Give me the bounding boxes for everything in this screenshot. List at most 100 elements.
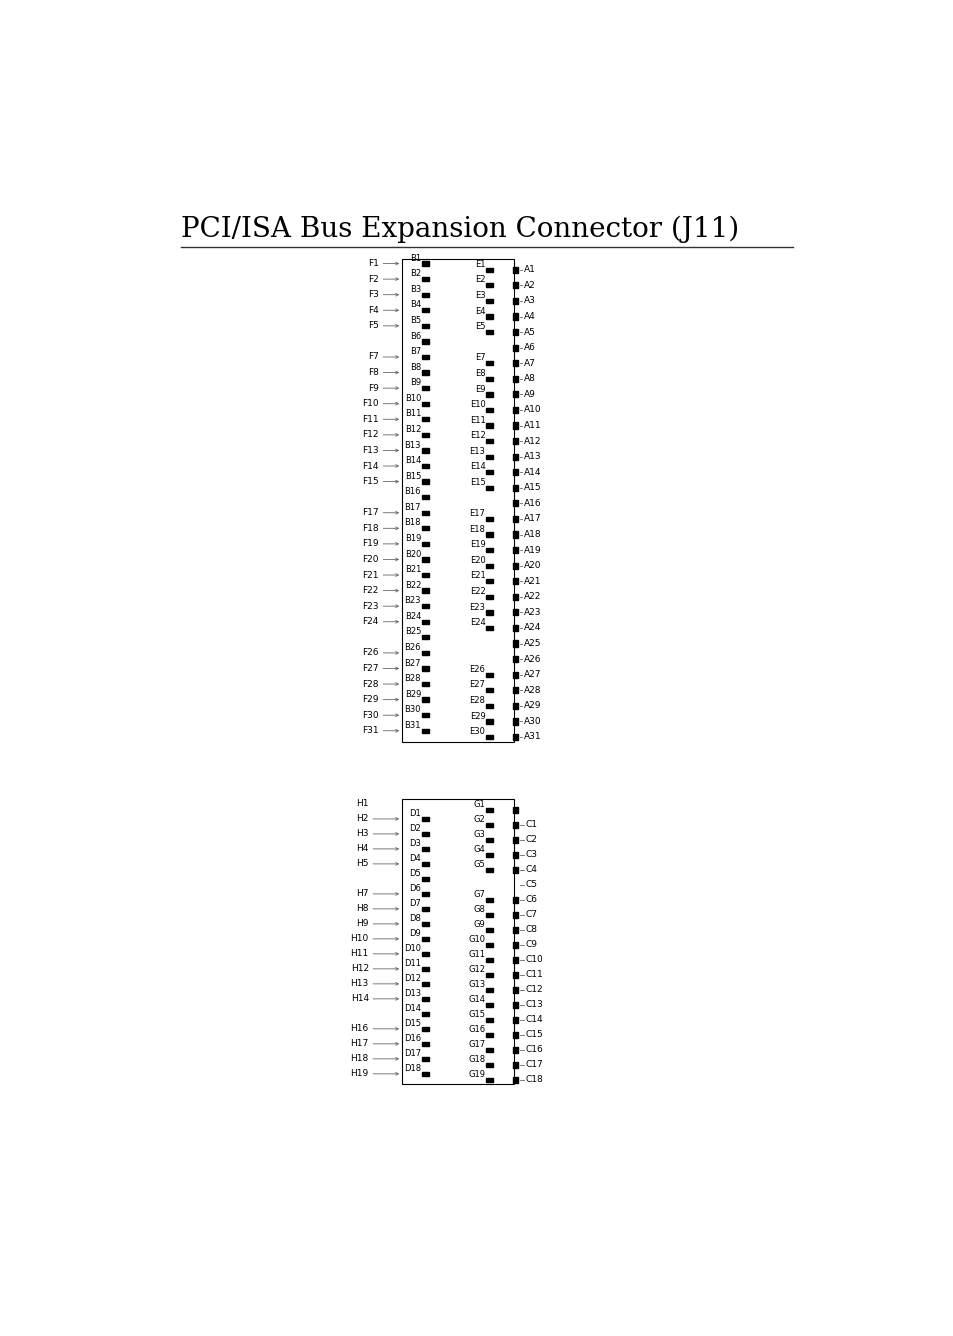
Bar [513, 1062, 517, 1067]
Text: D9: D9 [409, 929, 420, 938]
Bar [513, 546, 517, 553]
Bar [421, 573, 429, 577]
Bar [486, 361, 493, 365]
Bar [421, 526, 429, 530]
Bar [486, 987, 493, 991]
Bar [513, 314, 517, 319]
Bar [421, 862, 429, 866]
Bar [421, 1071, 429, 1075]
Bar [513, 687, 517, 693]
Text: B11: B11 [404, 409, 420, 418]
Text: B19: B19 [404, 534, 420, 542]
Text: B1: B1 [410, 254, 420, 263]
Bar [486, 1003, 493, 1007]
Text: F13: F13 [362, 446, 378, 456]
Bar [421, 464, 429, 468]
Bar [486, 393, 493, 397]
Text: C15: C15 [525, 1030, 542, 1039]
Text: D3: D3 [409, 839, 420, 848]
Bar [421, 323, 429, 329]
Text: G17: G17 [468, 1039, 485, 1049]
Bar [421, 892, 429, 896]
Text: B29: B29 [404, 689, 420, 699]
Text: H19: H19 [350, 1069, 369, 1078]
Text: B31: B31 [404, 721, 420, 729]
Text: PCI/ISA Bus Expansion Connector (J11): PCI/ISA Bus Expansion Connector (J11) [181, 216, 739, 243]
Text: B28: B28 [404, 675, 420, 683]
Text: D17: D17 [403, 1049, 420, 1058]
Bar [421, 651, 429, 655]
Bar [421, 433, 429, 437]
Bar [513, 971, 517, 978]
Text: C6: C6 [525, 895, 537, 904]
Bar [421, 847, 429, 851]
Bar [421, 1057, 429, 1061]
Text: F10: F10 [362, 399, 378, 409]
Text: D12: D12 [404, 974, 420, 983]
Bar [513, 733, 517, 740]
Bar [513, 1017, 517, 1023]
Text: A11: A11 [523, 421, 541, 430]
Text: A3: A3 [523, 297, 536, 306]
Bar [513, 516, 517, 522]
Bar [421, 635, 429, 640]
Text: B6: B6 [410, 331, 420, 341]
Bar [486, 314, 493, 319]
Bar [513, 500, 517, 506]
Text: A19: A19 [523, 545, 541, 554]
Bar [513, 807, 517, 814]
Text: E1: E1 [475, 261, 485, 269]
Text: G8: G8 [473, 904, 485, 914]
Bar [421, 557, 429, 561]
Text: F12: F12 [362, 430, 378, 440]
Bar [486, 533, 493, 537]
Bar [513, 361, 517, 366]
Text: B18: B18 [404, 518, 420, 528]
Text: A18: A18 [523, 530, 541, 538]
Text: F9: F9 [368, 383, 378, 393]
Text: E29: E29 [469, 712, 485, 720]
Text: C4: C4 [525, 866, 537, 874]
Text: A2: A2 [523, 281, 535, 290]
Text: B5: B5 [410, 317, 420, 325]
Text: G9: G9 [474, 921, 485, 929]
Text: D1: D1 [409, 810, 420, 818]
Text: A17: A17 [523, 514, 541, 524]
Text: C3: C3 [525, 851, 537, 859]
Bar [486, 440, 493, 444]
Bar [513, 927, 517, 933]
Text: E22: E22 [469, 587, 485, 596]
Text: F5: F5 [368, 322, 378, 330]
Bar [421, 510, 429, 514]
Text: C10: C10 [525, 955, 542, 965]
Bar [513, 822, 517, 828]
Text: A15: A15 [523, 484, 541, 492]
Text: B16: B16 [404, 488, 420, 496]
Text: A22: A22 [523, 592, 540, 601]
Text: F24: F24 [362, 617, 378, 627]
Bar [486, 625, 493, 631]
Text: A8: A8 [523, 374, 536, 383]
Text: E20: E20 [469, 556, 485, 565]
Bar [513, 298, 517, 305]
Text: D7: D7 [409, 899, 420, 908]
Bar [421, 339, 429, 343]
Text: H1: H1 [355, 799, 369, 808]
Bar [513, 562, 517, 569]
Bar [421, 480, 429, 484]
Bar [421, 449, 429, 453]
Bar [486, 898, 493, 902]
Bar [486, 735, 493, 739]
Text: H12: H12 [351, 965, 369, 974]
Text: A20: A20 [523, 561, 540, 570]
Text: B17: B17 [404, 502, 420, 512]
Text: H4: H4 [356, 844, 369, 854]
Bar [486, 852, 493, 856]
Text: A9: A9 [523, 390, 536, 399]
Text: E24: E24 [469, 619, 485, 627]
Bar [486, 1033, 493, 1037]
Text: E26: E26 [469, 665, 485, 673]
Text: D4: D4 [409, 854, 420, 863]
Text: C5: C5 [525, 880, 537, 890]
Bar [486, 611, 493, 615]
